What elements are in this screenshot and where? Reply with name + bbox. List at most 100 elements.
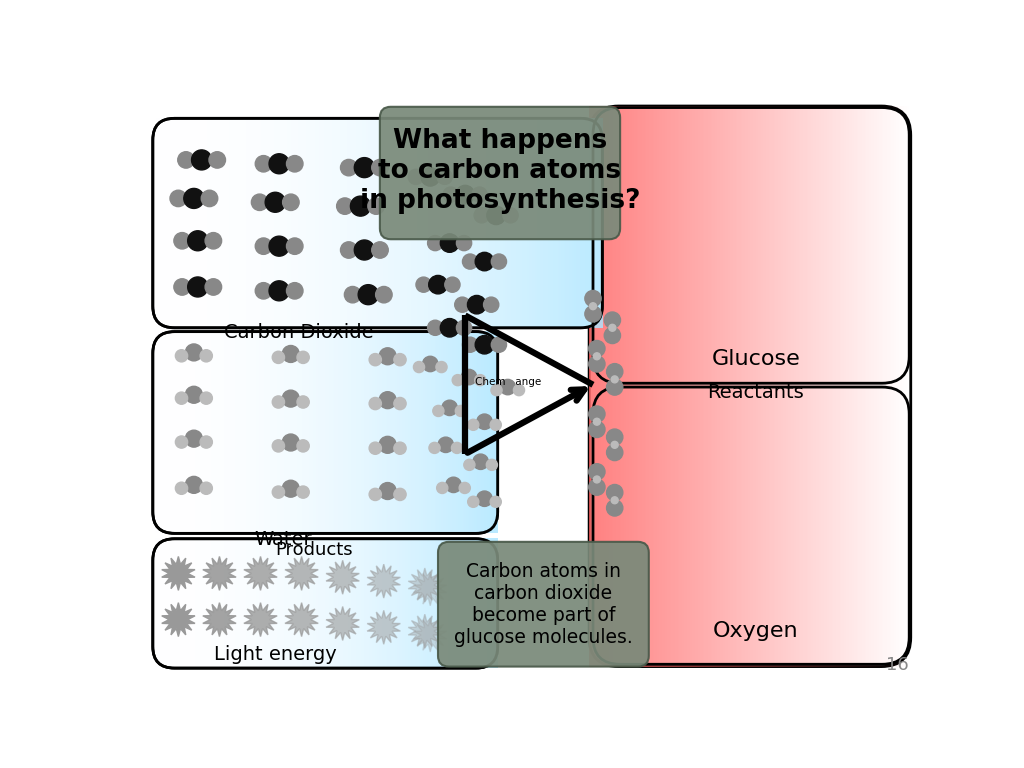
Circle shape (589, 406, 605, 422)
Circle shape (175, 482, 187, 495)
Text: Light energy: Light energy (214, 644, 337, 664)
FancyBboxPatch shape (589, 106, 910, 667)
Circle shape (369, 488, 381, 501)
Circle shape (456, 185, 474, 204)
Polygon shape (162, 557, 195, 591)
Circle shape (187, 230, 208, 251)
Circle shape (174, 279, 190, 295)
Circle shape (589, 464, 605, 480)
Circle shape (255, 156, 271, 172)
Circle shape (372, 160, 388, 176)
Circle shape (445, 477, 461, 492)
Circle shape (200, 349, 212, 362)
Text: Carbon Dioxide: Carbon Dioxide (223, 323, 374, 343)
Polygon shape (244, 603, 278, 637)
Polygon shape (368, 564, 400, 598)
Text: Chem   ange: Chem ange (475, 376, 541, 386)
Circle shape (341, 242, 357, 258)
Circle shape (442, 400, 458, 415)
Circle shape (468, 496, 479, 508)
Circle shape (593, 353, 600, 359)
Circle shape (611, 497, 618, 504)
Circle shape (354, 157, 375, 177)
Circle shape (185, 430, 203, 447)
Circle shape (440, 319, 459, 337)
Circle shape (283, 480, 299, 497)
Circle shape (185, 344, 203, 361)
Circle shape (354, 240, 375, 260)
Circle shape (475, 336, 494, 354)
Circle shape (358, 285, 378, 305)
Circle shape (265, 192, 286, 212)
Text: Glucose: Glucose (712, 349, 800, 369)
FancyBboxPatch shape (153, 332, 498, 533)
Circle shape (429, 276, 447, 294)
Circle shape (604, 312, 621, 328)
Circle shape (272, 351, 285, 363)
Polygon shape (409, 568, 441, 602)
Circle shape (297, 351, 309, 363)
Text: Oxygen: Oxygen (713, 621, 799, 641)
FancyBboxPatch shape (380, 107, 621, 239)
Circle shape (379, 392, 396, 409)
Circle shape (421, 167, 439, 186)
Circle shape (456, 406, 467, 416)
Circle shape (350, 196, 371, 216)
Circle shape (463, 337, 478, 353)
Circle shape (297, 440, 309, 452)
Text: Reactants: Reactants (708, 383, 804, 402)
Circle shape (175, 349, 187, 362)
Circle shape (585, 306, 601, 322)
Circle shape (287, 283, 303, 299)
Text: Carbon atoms in
carbon dioxide
become part of
glucose molecules.: Carbon atoms in carbon dioxide become pa… (454, 561, 633, 647)
Circle shape (606, 363, 623, 379)
Circle shape (440, 233, 459, 253)
Polygon shape (285, 603, 318, 637)
Circle shape (283, 390, 299, 407)
Circle shape (492, 337, 507, 353)
Circle shape (459, 482, 470, 494)
Circle shape (191, 150, 212, 170)
Circle shape (394, 488, 407, 501)
Circle shape (283, 194, 299, 210)
Circle shape (379, 482, 396, 499)
Circle shape (606, 429, 623, 445)
Circle shape (589, 356, 605, 372)
Circle shape (486, 206, 506, 224)
Circle shape (255, 283, 271, 299)
Circle shape (251, 194, 268, 210)
Polygon shape (162, 603, 195, 637)
Circle shape (606, 379, 623, 396)
Circle shape (611, 442, 618, 449)
Circle shape (472, 187, 487, 202)
Circle shape (475, 253, 494, 271)
Circle shape (590, 303, 597, 310)
Circle shape (376, 286, 392, 303)
Circle shape (175, 436, 187, 449)
Circle shape (500, 379, 515, 395)
Circle shape (611, 376, 618, 382)
FancyBboxPatch shape (153, 118, 602, 328)
Circle shape (379, 436, 396, 453)
Circle shape (461, 369, 477, 385)
Circle shape (272, 440, 285, 452)
Circle shape (468, 419, 479, 430)
Circle shape (272, 486, 285, 498)
Text: Products: Products (275, 541, 353, 559)
Circle shape (200, 482, 212, 495)
Polygon shape (203, 603, 237, 637)
Circle shape (372, 242, 388, 258)
Circle shape (414, 362, 425, 372)
Circle shape (170, 190, 186, 207)
Circle shape (606, 500, 623, 516)
Circle shape (585, 290, 601, 306)
Circle shape (269, 154, 289, 174)
Circle shape (369, 353, 381, 366)
Circle shape (433, 406, 444, 416)
Circle shape (255, 238, 271, 254)
Circle shape (486, 459, 498, 470)
Circle shape (394, 442, 407, 455)
Circle shape (457, 320, 472, 336)
Circle shape (436, 482, 447, 494)
Circle shape (593, 476, 600, 483)
